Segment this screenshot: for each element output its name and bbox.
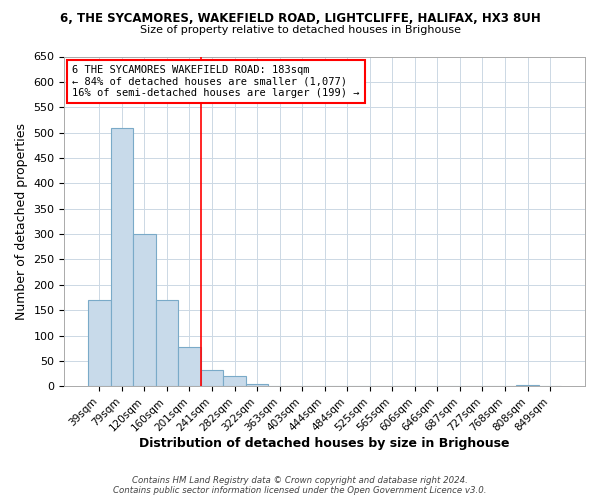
- Bar: [246, 384, 268, 386]
- Text: Contains HM Land Registry data © Crown copyright and database right 2024.
Contai: Contains HM Land Registry data © Crown c…: [113, 476, 487, 495]
- Bar: [516, 384, 539, 386]
- Bar: [201, 370, 223, 386]
- Y-axis label: Number of detached properties: Number of detached properties: [15, 123, 28, 320]
- Bar: [110, 128, 133, 386]
- Text: Size of property relative to detached houses in Brighouse: Size of property relative to detached ho…: [139, 25, 461, 35]
- X-axis label: Distribution of detached houses by size in Brighouse: Distribution of detached houses by size …: [139, 437, 510, 450]
- Text: 6, THE SYCAMORES, WAKEFIELD ROAD, LIGHTCLIFFE, HALIFAX, HX3 8UH: 6, THE SYCAMORES, WAKEFIELD ROAD, LIGHTC…: [59, 12, 541, 26]
- Text: 6 THE SYCAMORES WAKEFIELD ROAD: 183sqm
← 84% of detached houses are smaller (1,0: 6 THE SYCAMORES WAKEFIELD ROAD: 183sqm ←…: [72, 64, 360, 98]
- Bar: [223, 376, 246, 386]
- Bar: [178, 346, 201, 387]
- Bar: [133, 234, 155, 386]
- Bar: [88, 300, 110, 386]
- Bar: [155, 300, 178, 386]
